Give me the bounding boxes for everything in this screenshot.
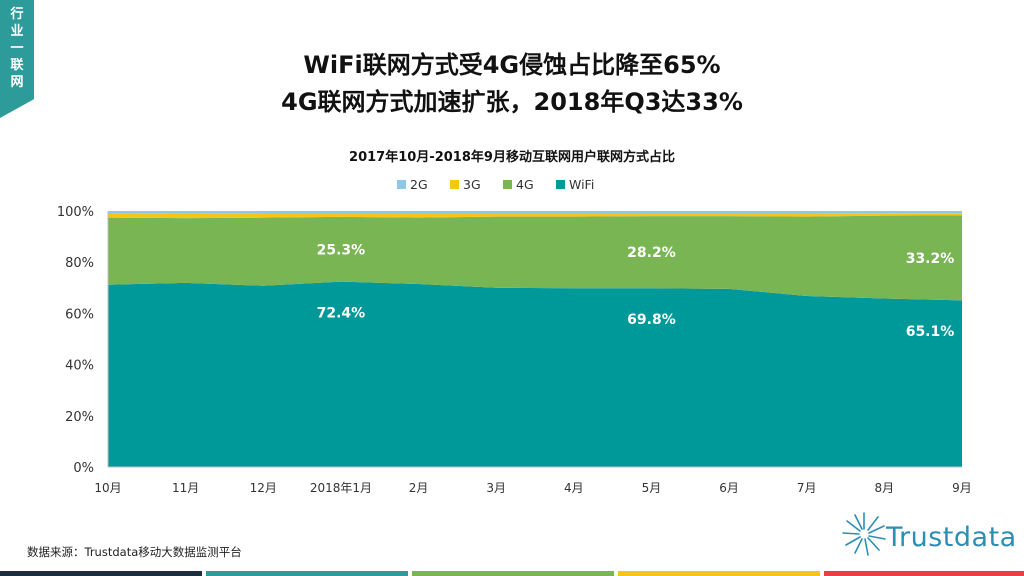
x-tick-label: 6月: [719, 481, 739, 495]
x-tick-label: 3月: [486, 481, 506, 495]
legend-label-wifi: WiFi: [569, 177, 594, 192]
area-series-4g: [108, 215, 962, 301]
data-label: 65.1%: [906, 324, 955, 340]
x-tick-label: 12月: [250, 481, 277, 495]
headline-line-2: 4G联网方式加速扩张，2018年Q3达33%: [281, 88, 743, 116]
data-label: 28.2%: [627, 245, 676, 261]
x-tick-label: 7月: [797, 481, 817, 495]
y-tick-label: 0%: [73, 461, 94, 476]
legend-label-2g: 2G: [410, 177, 428, 192]
footer-bar-teal: [206, 571, 408, 576]
y-tick-label: 60%: [65, 307, 94, 322]
section-tag-char: 行: [10, 7, 24, 22]
data-label: 69.8%: [627, 312, 676, 328]
legend-swatch-3g: [450, 180, 459, 189]
starburst-icon: [842, 512, 886, 556]
source-note: 数据来源：Trustdata移动大数据监测平台: [27, 545, 242, 559]
section-tag-char: 网: [10, 75, 24, 90]
section-tag-text: 行 业 一 联 网: [0, 6, 34, 91]
y-tick-label: 80%: [65, 256, 94, 271]
logo-text: Trustdata: [886, 522, 1017, 553]
data-label: 25.3%: [317, 242, 366, 258]
area-series-wifi: [108, 281, 962, 467]
footer-bar-red: [824, 571, 1024, 576]
legend-label-4g: 4G: [516, 177, 534, 192]
area-series-3g: [108, 213, 962, 219]
data-label: 33.2%: [906, 251, 955, 267]
legend-label-3g: 3G: [463, 177, 481, 192]
footer-bar-navy: [0, 571, 202, 576]
y-tick-label: 100%: [57, 205, 94, 220]
x-tick-label: 4月: [564, 481, 584, 495]
legend-swatch-wifi: [556, 180, 565, 189]
x-tick-label: 11月: [172, 481, 199, 495]
x-tick-label: 9月: [952, 481, 972, 495]
headline-line-1: WiFi联网方式受4G侵蚀占比降至65%: [303, 51, 721, 79]
y-tick-label: 40%: [65, 359, 94, 374]
area-series-2g: [108, 211, 962, 214]
section-tag-char: 业: [10, 24, 24, 39]
x-tick-label: 10月: [94, 481, 121, 495]
footer-bar-yellow: [618, 571, 820, 576]
x-tick-label: 8月: [875, 481, 895, 495]
section-tag: 行 业 一 联 网: [0, 0, 34, 118]
legend-swatch-2g: [397, 180, 406, 189]
data-label: 72.4%: [317, 305, 366, 321]
footer-bar-green: [412, 571, 614, 576]
x-tick-label: 2月: [409, 481, 429, 495]
y-tick-label: 20%: [65, 410, 94, 425]
section-tag-char: 一: [10, 41, 24, 56]
section-tag-char: 联: [10, 58, 24, 73]
x-tick-label: 2018年1月: [310, 481, 372, 495]
chart-title: 2017年10月-2018年9月移动互联网用户联网方式占比: [349, 150, 675, 165]
x-tick-label: 5月: [642, 481, 662, 495]
trustdata-logo: Trustdata: [840, 508, 1020, 562]
legend-swatch-4g: [503, 180, 512, 189]
